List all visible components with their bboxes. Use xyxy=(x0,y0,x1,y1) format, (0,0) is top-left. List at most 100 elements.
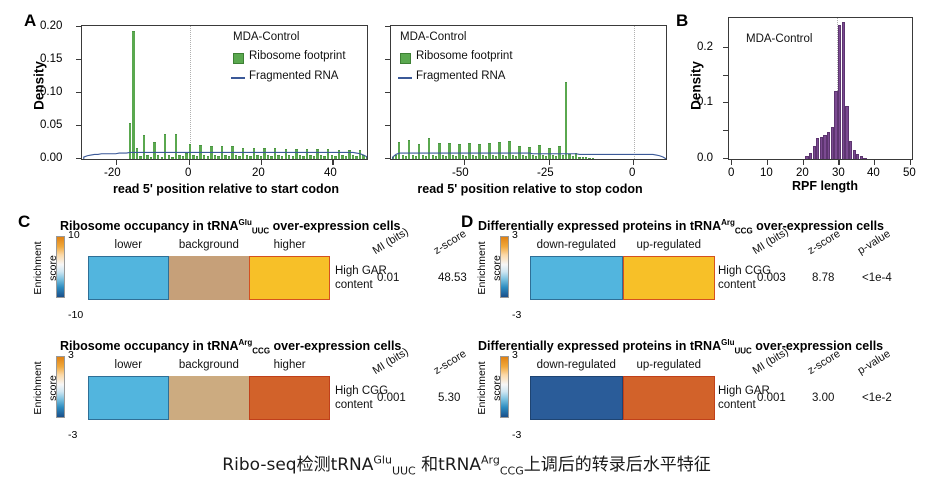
panel-b-xtickmark xyxy=(802,160,804,165)
bar xyxy=(156,155,160,159)
panel-c-row-1-colorbar xyxy=(56,356,65,418)
panel-c-row-1-score-label: score xyxy=(47,375,59,401)
bar xyxy=(330,154,333,159)
panel-d-row-1-value-2: <1e-2 xyxy=(862,392,892,404)
bar xyxy=(747,159,750,160)
panel-d-row-1-segment-1[interactable] xyxy=(622,376,715,420)
bar xyxy=(511,155,514,159)
bar xyxy=(578,156,581,159)
bar xyxy=(755,159,758,160)
feature-line-1: High CGG xyxy=(335,385,389,397)
panel-a-right-legend-item-1: Fragmented RNA xyxy=(416,70,506,82)
panel-c-row-0-segment-2[interactable] xyxy=(249,256,330,300)
bar xyxy=(515,156,518,159)
bar xyxy=(181,156,185,159)
panel-d-row-0-colorbar-min: -3 xyxy=(512,309,522,321)
bar xyxy=(421,155,424,159)
bar xyxy=(798,159,801,160)
bar xyxy=(498,142,501,159)
bar xyxy=(355,156,358,159)
panel-c-row-0-segment-label-0: lower xyxy=(114,239,143,251)
panel-b-xtickmark xyxy=(838,160,840,165)
bar xyxy=(823,135,827,159)
bar xyxy=(591,158,595,159)
bar xyxy=(444,156,448,159)
panel-d-row-0-segment-label-1: up-regulated xyxy=(636,239,702,251)
panel-b-xtick-4: 40 xyxy=(867,167,880,179)
bar xyxy=(128,123,132,159)
bar xyxy=(585,157,588,159)
panel-c-row-0-colorbar xyxy=(56,236,65,298)
panel-c-letter: C xyxy=(18,212,31,231)
bar xyxy=(612,159,614,160)
bar xyxy=(471,155,474,159)
panel-a-ytick-3: 0.15 xyxy=(40,53,63,65)
panel-b-bars xyxy=(729,18,912,160)
bar xyxy=(581,157,584,159)
bar xyxy=(428,137,431,159)
bar xyxy=(773,159,776,160)
bar xyxy=(441,155,444,159)
panel-b-ytickmark xyxy=(723,130,728,132)
stop-codon-marker xyxy=(634,26,635,159)
bar xyxy=(568,154,571,159)
bar xyxy=(805,156,809,159)
caption-sub-1: UUC xyxy=(391,464,416,478)
panel-c-row-1-segment-1[interactable] xyxy=(168,376,250,420)
bar xyxy=(819,136,824,159)
bar xyxy=(605,159,607,160)
bar xyxy=(794,159,797,160)
panel-a-ytickmark xyxy=(76,26,81,28)
feature-line-2: content xyxy=(335,278,373,291)
bar xyxy=(896,159,899,160)
bar xyxy=(733,159,736,160)
bar xyxy=(438,142,441,159)
panel-a-letter: A xyxy=(24,11,37,30)
panel-b-x-axis-label: RPF length xyxy=(792,179,858,193)
bar xyxy=(167,155,171,159)
panel-a-left-legend-title: MDA-Control xyxy=(233,31,300,43)
bar xyxy=(508,140,511,159)
panel-d-row-1-title: Differentially expressed proteins in tRN… xyxy=(478,338,884,356)
panel-c-row-0-segment-1[interactable] xyxy=(168,256,250,300)
panel-c-row-1-segment-0[interactable] xyxy=(88,376,169,420)
bar xyxy=(252,147,256,159)
bar xyxy=(830,126,834,159)
bar xyxy=(312,156,316,159)
panel-a-left-xtickmark xyxy=(116,160,118,165)
bar xyxy=(97,159,99,160)
bar xyxy=(484,156,488,159)
panel-d-row-1-segment-0[interactable] xyxy=(530,376,623,420)
panel-a-ytick-0: 0.00 xyxy=(40,152,63,164)
bar xyxy=(615,159,617,160)
panel-c-row-1-segment-2[interactable] xyxy=(249,376,330,420)
panel-a-left-xtickmark xyxy=(260,160,262,165)
bar xyxy=(878,159,881,160)
bar xyxy=(319,154,323,159)
panel-d-row-0-segment-1[interactable] xyxy=(622,256,715,300)
bar xyxy=(135,147,139,159)
bar xyxy=(458,144,461,159)
bar xyxy=(488,142,491,159)
panel-d-row-0-segment-0[interactable] xyxy=(530,256,623,300)
panel-a-right-xtickmark xyxy=(633,160,635,165)
panel-c-row-0-segment-0[interactable] xyxy=(88,256,169,300)
bar xyxy=(227,156,231,159)
bar xyxy=(521,155,524,159)
bar xyxy=(571,156,574,159)
bar xyxy=(431,155,434,159)
bar xyxy=(93,159,95,160)
bar xyxy=(118,159,120,160)
bar xyxy=(867,158,871,159)
bar xyxy=(816,138,820,159)
bar xyxy=(404,156,408,159)
bar xyxy=(595,158,598,159)
panel-a-left-xtick-3: 40 xyxy=(324,167,337,179)
feature-line-2: content xyxy=(718,278,756,291)
panel-b-xtick-3: 30 xyxy=(832,167,845,179)
panel-c-row-0-segment-label-2: higher xyxy=(273,239,306,251)
bar xyxy=(178,154,181,159)
bar xyxy=(491,155,494,159)
bar xyxy=(784,159,787,160)
panel-b-ytick-0: 0.0 xyxy=(697,152,713,164)
